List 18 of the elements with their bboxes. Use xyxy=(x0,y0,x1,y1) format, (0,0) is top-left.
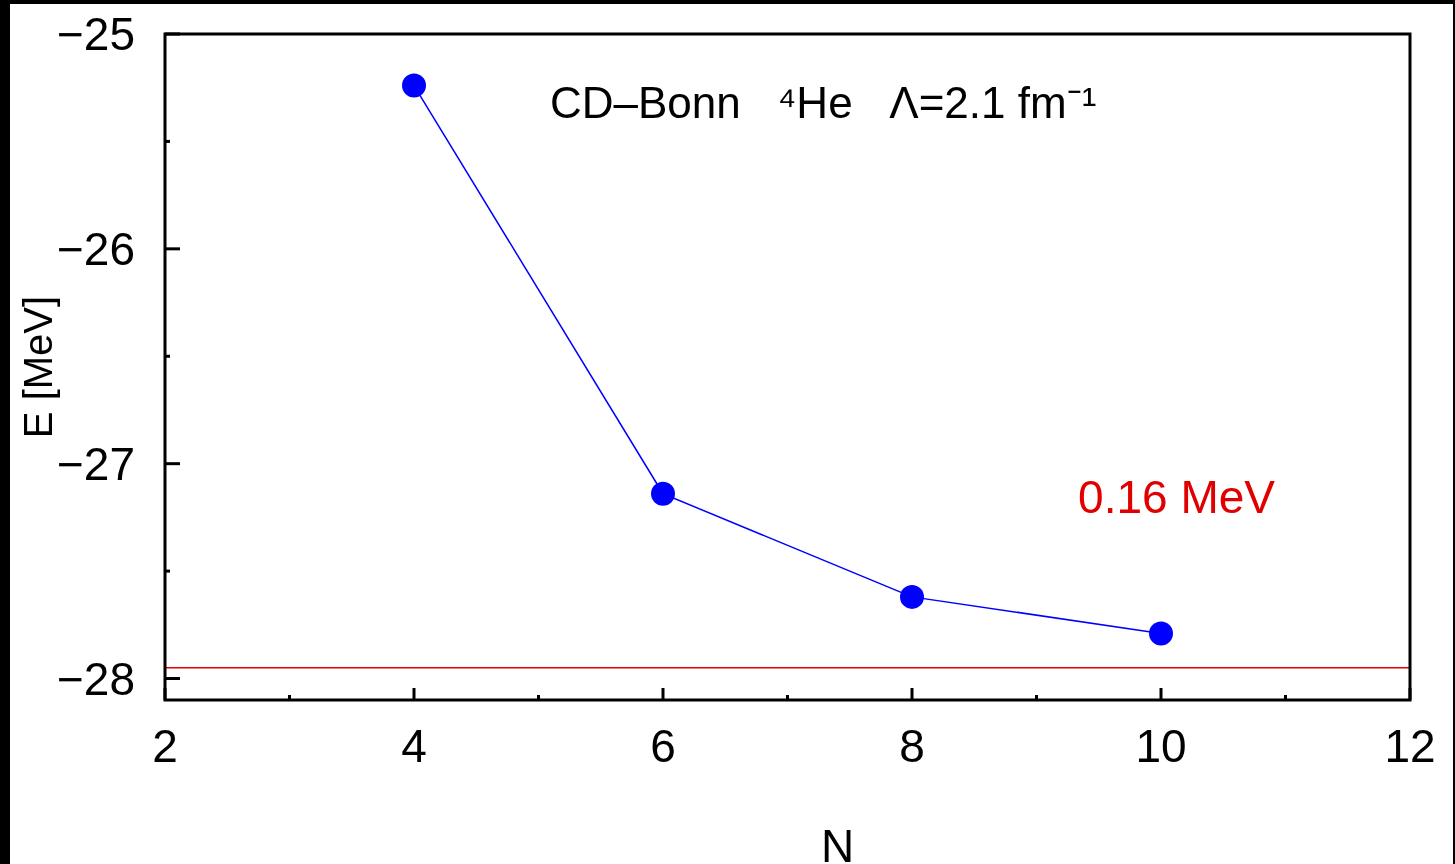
y-axis-title: E [MeV] xyxy=(16,295,60,439)
y-tick-label: −28 xyxy=(56,652,135,705)
point xyxy=(402,73,426,98)
x-tick-label: 10 xyxy=(1135,720,1187,772)
point xyxy=(900,584,924,609)
ref-line-label: 0.16 MeV xyxy=(1078,470,1276,523)
x-tick-label: 2 xyxy=(152,720,178,772)
point xyxy=(1149,621,1173,646)
x-axis-title: N xyxy=(820,820,855,864)
x-tick-label: 8 xyxy=(899,720,925,772)
x-tick-label: 6 xyxy=(650,720,676,772)
x-tick-label: 12 xyxy=(1384,720,1436,772)
point xyxy=(651,481,675,506)
y-tick-label: −26 xyxy=(56,222,135,275)
annotation: CD–Bonn ⁴He Λ=2.1 fm⁻¹ xyxy=(550,78,1097,127)
y-tick-label: −27 xyxy=(56,437,135,490)
y-tick-label: −25 xyxy=(56,8,135,60)
x-tick-label: 4 xyxy=(401,720,427,772)
